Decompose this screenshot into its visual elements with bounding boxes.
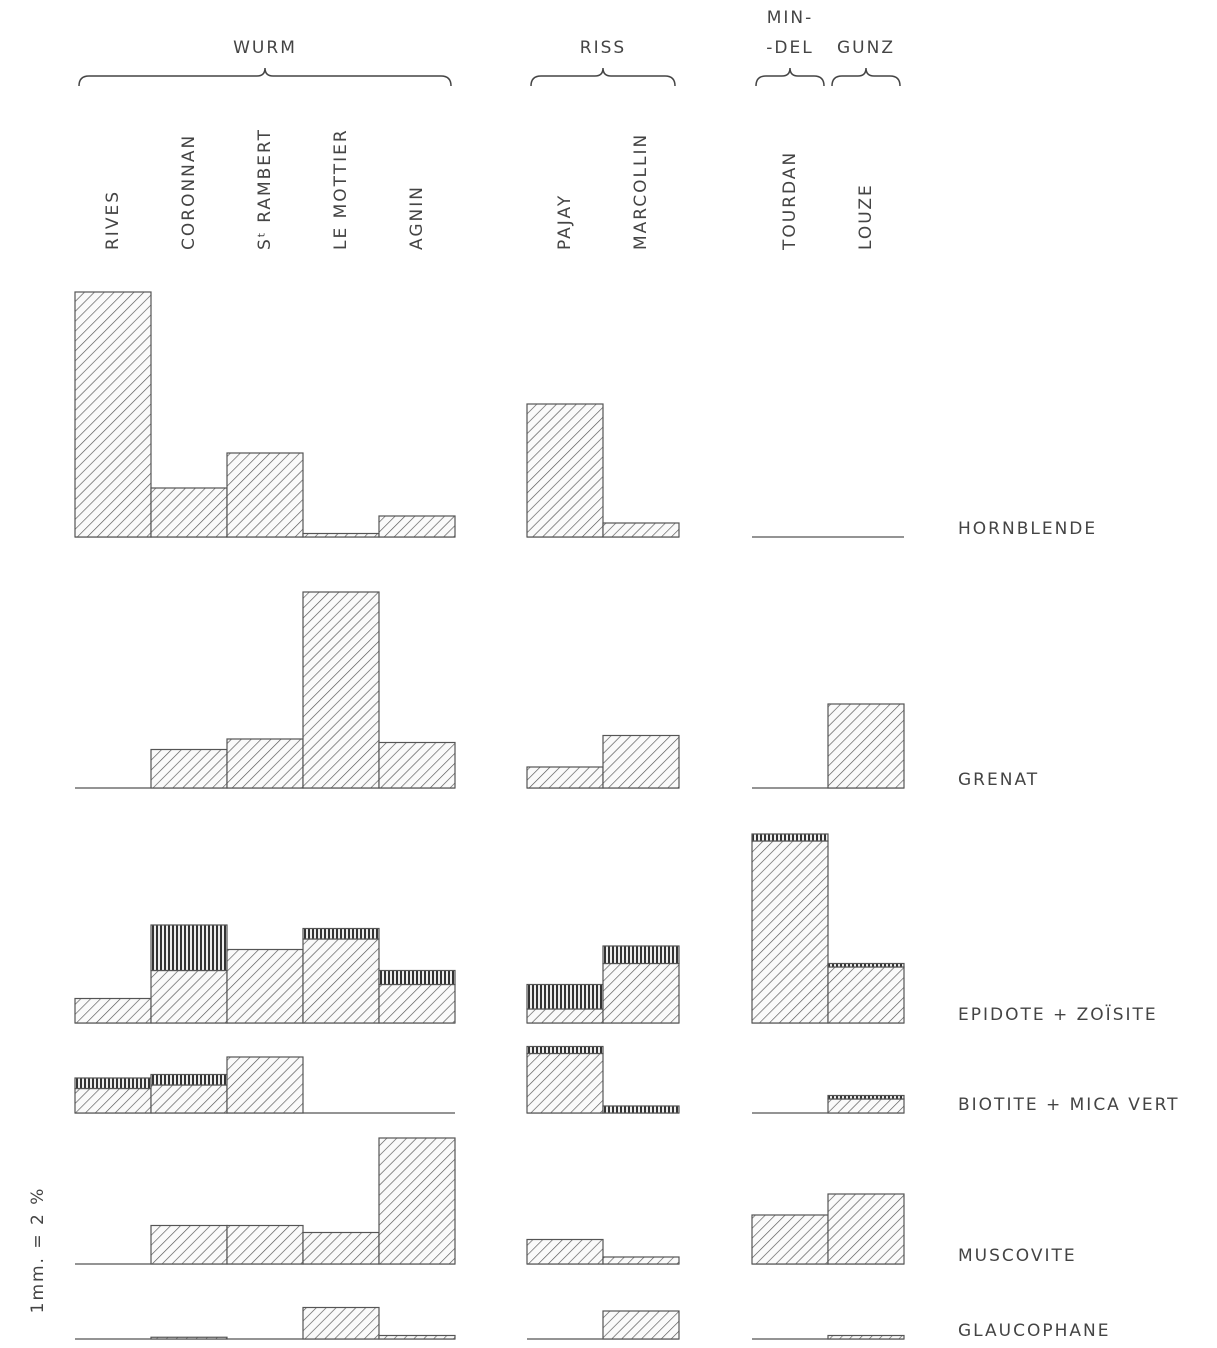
group-brace xyxy=(530,67,676,87)
bar xyxy=(602,522,680,538)
row-label: GLAUCOPHANE xyxy=(958,1321,1110,1341)
site-label: RIVES xyxy=(103,190,123,250)
bar xyxy=(827,703,905,789)
bar xyxy=(226,948,304,1024)
group-brace xyxy=(755,67,825,87)
row-label: BIOTITE + MICA VERT xyxy=(958,1095,1180,1115)
bar-stripe xyxy=(751,833,829,842)
bar xyxy=(378,1334,456,1340)
bar-stripe xyxy=(602,945,680,965)
bar xyxy=(226,738,304,789)
bar xyxy=(526,1238,604,1265)
site-label: MARCOLLIN xyxy=(631,133,651,250)
bar xyxy=(302,938,380,1024)
bar xyxy=(150,748,228,789)
bar xyxy=(378,515,456,538)
bar xyxy=(150,1336,228,1340)
bar xyxy=(602,1310,680,1340)
bar xyxy=(526,1008,604,1024)
bar xyxy=(150,1224,228,1265)
row-label: HORNBLENDE xyxy=(958,519,1097,539)
bar xyxy=(226,452,304,538)
bar xyxy=(378,741,456,789)
bar xyxy=(150,487,228,538)
bar xyxy=(526,403,604,538)
bar-stripe xyxy=(526,1045,604,1055)
site-label: LE MOTTIER xyxy=(331,128,351,250)
group-brace xyxy=(78,67,452,87)
bar xyxy=(226,1056,304,1114)
bar xyxy=(378,1137,456,1265)
bar xyxy=(827,1193,905,1265)
bar-stripe xyxy=(302,927,380,940)
bar xyxy=(602,1256,680,1265)
bar-stripe xyxy=(150,924,228,972)
group-label: WURM xyxy=(233,38,297,58)
bar xyxy=(74,997,152,1024)
site-label: AGNIN xyxy=(407,185,427,250)
bar xyxy=(302,1306,380,1340)
row-label: MUSCOVITE xyxy=(958,1246,1077,1266)
bar xyxy=(74,291,152,538)
bar xyxy=(827,1334,905,1340)
bar xyxy=(302,591,380,789)
site-label: TOURDAN xyxy=(780,151,800,251)
bar xyxy=(378,983,456,1024)
bar xyxy=(751,1214,829,1265)
group-label: MIN- xyxy=(767,8,814,28)
row-label: GRENAT xyxy=(958,770,1039,790)
scale-label: 1mm. = 2 % xyxy=(28,1187,48,1314)
row-label: EPIDOTE + ZOÏSITE xyxy=(958,1004,1158,1025)
group-label: GUNZ xyxy=(837,38,895,58)
site-label: LOUZE xyxy=(856,183,876,250)
bar-stripe xyxy=(378,969,456,986)
bar xyxy=(150,1084,228,1114)
bar xyxy=(602,962,680,1024)
group-label: RISS xyxy=(580,38,626,58)
bar xyxy=(602,734,680,789)
bar xyxy=(226,1224,304,1265)
bar xyxy=(827,1098,905,1114)
site-label: PAJAY xyxy=(555,194,575,250)
site-label: Sᵗ RAMBERT xyxy=(255,128,275,250)
bar-stripe xyxy=(827,1094,905,1100)
bar-stripe xyxy=(150,1073,228,1086)
bar xyxy=(150,969,228,1024)
site-label: CORONNAN xyxy=(179,134,199,250)
bar xyxy=(526,766,604,789)
bar xyxy=(302,1231,380,1265)
group-brace xyxy=(831,67,901,87)
bar-stripe xyxy=(526,983,604,1010)
bar xyxy=(827,966,905,1024)
bar xyxy=(526,1052,604,1114)
bar-stripe xyxy=(74,1077,152,1090)
bar xyxy=(74,1087,152,1114)
bar-stripe xyxy=(602,1105,680,1114)
bar-stripe xyxy=(827,962,905,968)
bar xyxy=(302,532,380,538)
group-label: -DEL xyxy=(766,38,813,58)
bar xyxy=(751,840,829,1024)
